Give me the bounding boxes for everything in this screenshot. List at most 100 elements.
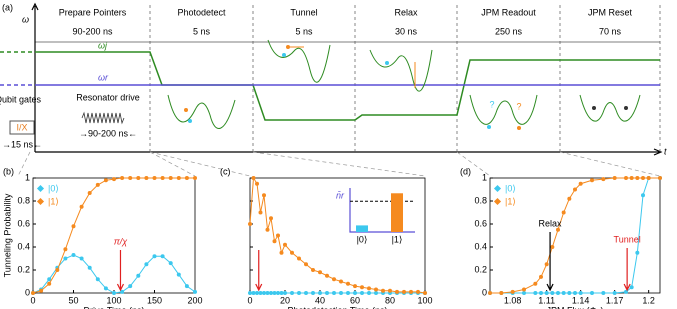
phase-duration: 250 ns [495,26,523,36]
data-point [550,245,555,249]
phase-duration: 30 ns [395,26,418,36]
phase-name: Tunnel [290,7,317,17]
data-point [265,227,270,232]
data-point [332,277,336,282]
data-point [374,287,378,292]
data-point [71,224,76,229]
axes [31,2,663,156]
data-point [144,262,149,267]
data-point [128,176,133,180]
data-point [533,291,538,295]
data-point [251,176,256,180]
data-point [556,227,560,232]
x-tick-label: 1.2 [642,295,655,305]
data-point [176,176,181,180]
gate-time: →15 ns← [2,139,42,149]
data-point [629,285,634,290]
data-point [79,204,84,209]
data-point [360,285,364,290]
data-point [71,253,76,258]
data-point [283,242,287,247]
data-point [276,233,280,238]
data-point [641,176,645,180]
phase-name: Prepare Pointers [59,7,127,17]
panel-label: (c) [220,166,231,176]
data-point [87,265,92,270]
data-point [499,291,504,295]
data-point [325,291,329,295]
data-point [63,256,68,261]
x-tick-label: 0 [247,295,252,305]
data-point [318,291,322,295]
readout-mark: ? [489,99,494,109]
x-tick-label: 1.11 [538,295,555,305]
data-point [144,176,149,180]
data-point [272,291,277,295]
y-tick-label: 0.8 [474,195,487,205]
x-axis-label: JPM Flux (Φ₀) [547,305,604,309]
phase-name: JPM Readout [481,7,536,17]
data-point [103,286,108,291]
data-point [318,270,322,275]
annotation: Relax [539,218,563,228]
x-tick-label: 60 [350,295,360,305]
data-point [550,291,555,295]
x-tick-label: 80 [385,295,395,305]
data-point [297,256,301,261]
data-point [488,291,492,295]
data-point [276,291,280,295]
data-point [567,196,572,201]
legend-label: |1⟩ [505,196,516,206]
data-point [578,181,583,186]
x-tick-label: 100 [417,295,432,305]
data-point [269,291,273,295]
data-point [160,176,165,180]
legend-label: |1⟩ [48,196,59,206]
x-tick-label: 200 [187,295,202,305]
inset-bar [356,225,368,232]
y-tick-label: 0.4 [474,241,487,251]
data-point [55,268,60,272]
annotation-arrow [116,250,125,292]
data-point [262,193,266,198]
data-point [561,210,566,215]
data-point [353,291,357,295]
data-point [353,284,357,289]
x-tick-label: 100 [106,295,121,305]
y-tick-label: 0.8 [17,195,30,205]
x-tick-label: 1.14 [572,295,590,305]
annotation-arrow [546,232,554,292]
data-point [95,277,100,282]
data-point [367,286,371,291]
data-point [311,268,315,272]
data-point [567,291,572,295]
x-tick-label: 1.08 [504,295,522,305]
data-point [416,289,420,294]
x-axis-label: t [664,146,667,156]
inset-category: |0⟩ [357,234,368,244]
data-point [325,273,329,278]
data-point [522,291,526,295]
data-point [646,176,651,180]
y-tick-label: 0 [25,287,30,297]
data-point [184,284,189,289]
y-tick-label: 0.2 [474,264,487,274]
data-point [47,277,52,282]
x-tick-label: 150 [147,295,162,305]
phase-dividers [149,5,661,152]
legend-swatch [493,184,502,193]
qubit-gates: Qubit gates [0,94,42,104]
data-point [374,291,378,295]
data-point [39,288,44,293]
data-point [87,190,92,195]
drive-waveform [81,111,125,125]
data-point [658,176,662,180]
levels [0,51,660,121]
data-point [395,289,399,294]
data-point [251,291,256,295]
panel-label: (d) [460,166,471,176]
data-point [160,254,165,259]
level-label: ωr [98,72,109,82]
legend-swatch [36,184,45,193]
data-point [381,288,385,293]
